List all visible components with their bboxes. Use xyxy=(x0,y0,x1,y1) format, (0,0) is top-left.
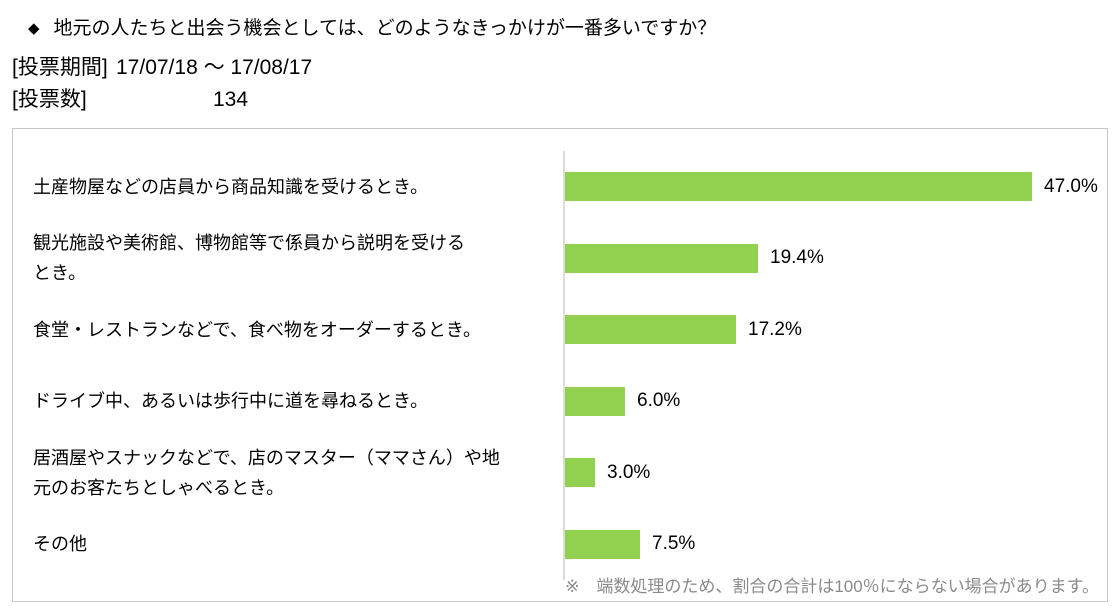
survey-question-title-row: ◆ 地元の人たちと出会う機会としては、どのようなきっかけが一番多いですか？ xyxy=(28,16,716,42)
survey-question-title: 地元の人たちと出会う機会としては、どのようなきっかけが一番多いですか？ xyxy=(53,18,717,39)
chart-row: その他 7.5% xyxy=(13,508,1101,580)
category-label: その他 xyxy=(33,534,87,555)
bar-chart: 土産物屋などの店員から商品知識を受けるとき。 47.0% 観光施設や美術館、博物… xyxy=(12,128,1108,602)
diamond-bullet-icon: ◆ xyxy=(28,20,40,37)
bar-cell: 47.0% xyxy=(563,151,1101,223)
chart-row: 観光施設や美術館、博物館等で係員から説明を受ける とき。 19.4% xyxy=(13,222,1101,294)
category-label: 土産物屋などの店員から商品知識を受けるとき。 xyxy=(33,176,429,197)
value-label: 47.0% xyxy=(1044,175,1098,197)
bar-cell: 3.0% xyxy=(563,437,1101,509)
chart-row: 食堂・レストランなどで、食べ物をオーダーするとき。 17.2% xyxy=(13,294,1101,366)
bar-cell: 7.5% xyxy=(563,508,1101,580)
value-label: 19.4% xyxy=(770,247,824,269)
bar xyxy=(565,172,1032,202)
poll-period-value: 17/07/18 ～ 17/08/17 xyxy=(116,56,313,79)
poll-period-row: [投票期間] 17/07/18 ～ 17/08/17 xyxy=(12,54,312,82)
chart-row: 居酒屋やスナックなどで、店のマスター（ママさん）や地 元のお客たちとしゃべるとき… xyxy=(13,437,1101,509)
category-label: ドライブ中、あるいは歩行中に道を尋ねるとき。 xyxy=(33,391,429,412)
bar-cell: 17.2% xyxy=(563,294,1101,366)
chart-row: ドライブ中、あるいは歩行中に道を尋ねるとき。 6.0% xyxy=(13,365,1101,437)
value-label: 6.0% xyxy=(637,390,681,412)
bar xyxy=(565,529,640,559)
bar xyxy=(565,243,758,273)
value-label: 3.0% xyxy=(607,461,651,483)
value-label: 17.2% xyxy=(748,318,802,340)
chart-row: 土産物屋などの店員から商品知識を受けるとき。 47.0% xyxy=(13,151,1101,223)
category-label: 居酒屋やスナックなどで、店のマスター（ママさん）や地 元のお客たちとしゃべるとき… xyxy=(33,447,500,498)
category-label: 観光施設や美術館、博物館等で係員から説明を受ける とき。 xyxy=(33,233,465,284)
chart-footnote: ※ 端数処理のため、割合の合計は100％にならない場合があります。 xyxy=(565,577,1099,596)
bar xyxy=(565,315,736,345)
vote-count-label: [投票数] xyxy=(12,88,87,111)
chart-rows: 土産物屋などの店員から商品知識を受けるとき。 47.0% 観光施設や美術館、博物… xyxy=(13,151,1101,580)
bar-cell: 19.4% xyxy=(563,222,1101,294)
vote-count-value: 134 xyxy=(213,88,249,111)
bar xyxy=(565,458,595,488)
bar xyxy=(565,386,625,416)
poll-period-label: [投票期間] xyxy=(12,56,108,79)
category-label: 食堂・レストランなどで、食べ物をオーダーするとき。 xyxy=(33,319,482,340)
bar-cell: 6.0% xyxy=(563,365,1101,437)
vote-count-row: [投票数] 134 xyxy=(12,86,248,114)
value-label: 7.5% xyxy=(652,533,696,555)
